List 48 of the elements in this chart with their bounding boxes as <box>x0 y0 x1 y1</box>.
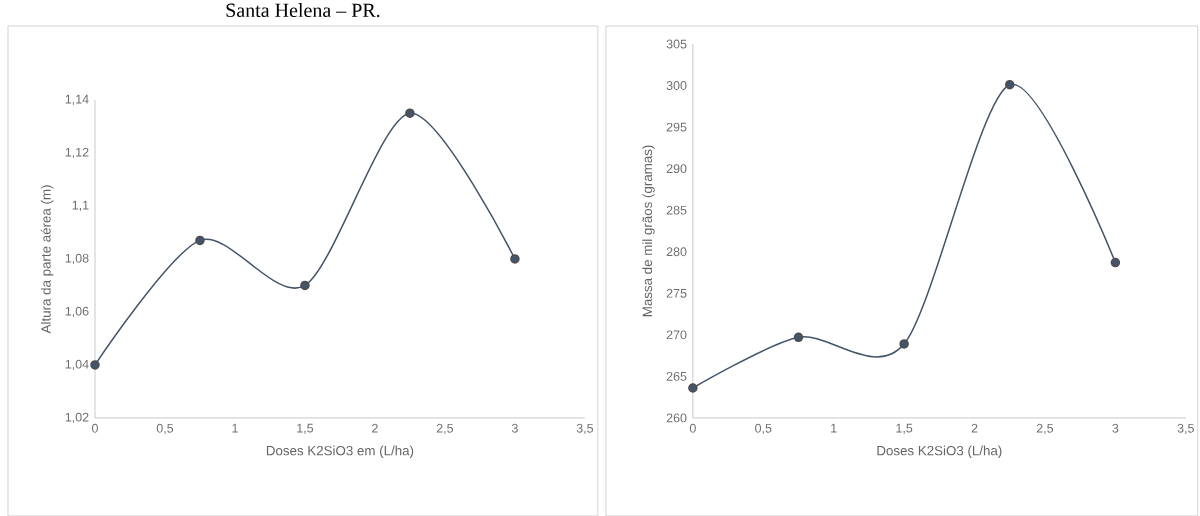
point <box>195 235 205 245</box>
point <box>793 332 804 342</box>
x-tick-label: 2 <box>971 423 978 433</box>
x-axis-title: Doses K2SiO3 em (L/ha) <box>266 445 414 458</box>
y-tick-label: 1,08 <box>65 253 89 264</box>
text: Santa Helena – PR. <box>226 2 380 17</box>
x-tick-label: 2,5 <box>1036 423 1054 434</box>
point <box>688 383 698 393</box>
y-tick-label: 1,02 <box>65 412 89 423</box>
x-tick-label: 2,5 <box>436 423 454 434</box>
y-tick-label: 265 <box>666 371 687 381</box>
x-tick-label: 3,5 <box>576 423 594 434</box>
x-tick-label: 0 <box>92 423 98 433</box>
point <box>510 254 520 264</box>
y-tick-label: 1,12 <box>65 147 89 158</box>
y-tick-label: 295 <box>666 122 687 132</box>
y-axis-title: Altura da parte aérea (m) <box>40 185 54 334</box>
y-tick-label: 1,1 <box>72 200 89 211</box>
x-tick-label: 3 <box>1112 423 1119 433</box>
y-tick-label: 1,14 <box>65 94 89 105</box>
y-tick-label: 285 <box>666 205 687 215</box>
x-tick-label: 2 <box>372 423 378 433</box>
x-axis-title: Doses K2SiO3 (L/ha) <box>877 445 1002 458</box>
x-tick-label: 0 <box>689 423 696 433</box>
point <box>1110 257 1121 268</box>
y-tick-label: 280 <box>666 247 687 256</box>
point <box>899 339 909 349</box>
y-tick-label: 300 <box>666 80 687 90</box>
point <box>405 108 415 118</box>
x-tick-label: 1,5 <box>896 423 913 434</box>
x-tick-label: 3 <box>511 423 518 433</box>
point <box>90 359 100 370</box>
x-tick-label: 3,5 <box>1177 423 1194 434</box>
x-tick-label: 0,5 <box>755 423 772 434</box>
y-tick-label: 290 <box>666 164 687 173</box>
x-tick-label: 1 <box>831 423 837 433</box>
y-tick-label: 270 <box>666 330 687 340</box>
y-tick-label: 305 <box>666 39 687 49</box>
y-tick-label: 260 <box>666 413 687 423</box>
y-axis-title: Massa de mil grãos (gramas) <box>642 145 655 316</box>
x-tick-label: 0,5 <box>156 423 174 434</box>
y-tick-label: 275 <box>666 288 687 298</box>
x-tick-label: 1,5 <box>297 423 314 434</box>
point <box>300 280 310 290</box>
y-tick-label: 1,06 <box>65 306 89 317</box>
y-tick-label: 1,04 <box>65 359 89 370</box>
point <box>1004 79 1015 90</box>
x-tick-label: 1 <box>232 423 238 433</box>
